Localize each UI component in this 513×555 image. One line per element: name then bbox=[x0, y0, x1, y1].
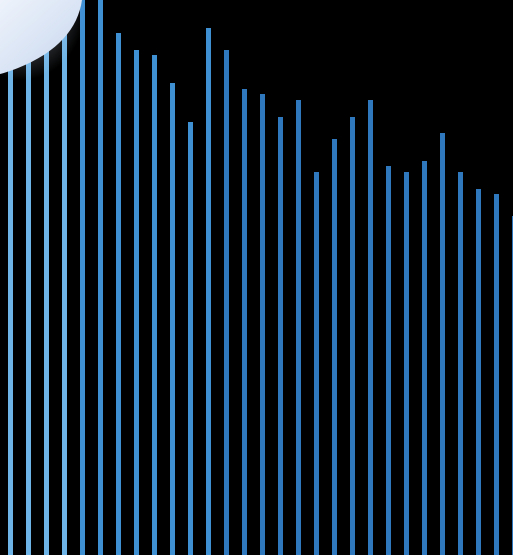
bar-20 bbox=[350, 117, 355, 555]
bar-9 bbox=[152, 55, 157, 555]
bar-26 bbox=[458, 172, 463, 555]
bar-23 bbox=[404, 172, 409, 555]
bar-13 bbox=[224, 50, 229, 555]
bar-3 bbox=[44, 0, 49, 555]
bar-18 bbox=[314, 172, 319, 555]
bar-10 bbox=[170, 83, 175, 555]
corner-shape bbox=[0, 0, 82, 74]
bar-28 bbox=[494, 194, 499, 555]
bar-15 bbox=[260, 94, 265, 555]
bar-11 bbox=[188, 122, 193, 555]
bar-2 bbox=[26, 0, 31, 555]
bar-17 bbox=[296, 100, 301, 555]
bar-7 bbox=[116, 33, 121, 555]
bar-1 bbox=[8, 0, 13, 555]
bar-4 bbox=[62, 0, 67, 555]
bar-6 bbox=[98, 0, 103, 555]
bar-21 bbox=[368, 100, 373, 555]
bar-14 bbox=[242, 89, 247, 555]
bar-22 bbox=[386, 166, 391, 555]
bar-25 bbox=[440, 133, 445, 555]
bar-16 bbox=[278, 117, 283, 555]
bars-group bbox=[8, 0, 513, 555]
bar-12 bbox=[206, 28, 211, 555]
bar-19 bbox=[332, 139, 337, 555]
bar-27 bbox=[476, 189, 481, 555]
bar-24 bbox=[422, 161, 427, 555]
bar-8 bbox=[134, 50, 139, 555]
bar-5 bbox=[80, 0, 85, 555]
